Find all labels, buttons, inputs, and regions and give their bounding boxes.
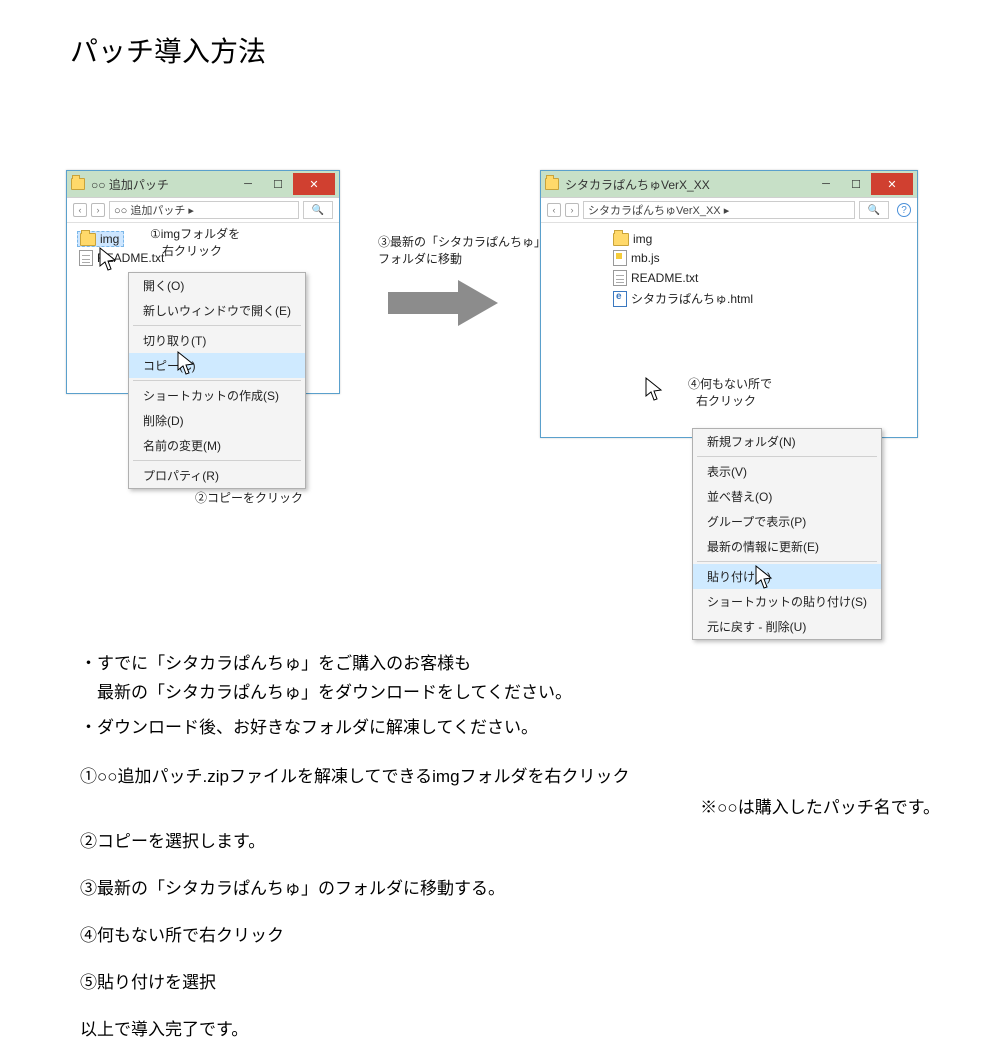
ctx-sort[interactable]: 並べ替え(O) [693, 484, 881, 509]
folder-icon [71, 178, 85, 190]
file-label: img [633, 232, 652, 246]
ctx-rename[interactable]: 名前の変更(M) [129, 433, 305, 458]
search-input[interactable]: 🔍 [859, 201, 889, 219]
instructions-block: ・すでに「シタカラぱんちゅ」をご購入のお客様も 最新の「シタカラぱんちゅ」をダウ… [80, 650, 940, 1051]
file-label: mb.js [631, 251, 660, 265]
annotation-4: ④何もない所で 右クリック [688, 376, 772, 410]
folder-icon [613, 233, 629, 246]
ctx-open[interactable]: 開く(O) [129, 273, 305, 298]
step-4: ④何もない所で右クリック [80, 922, 940, 951]
ctx-open-new[interactable]: 新しいウィンドウで開く(E) [129, 298, 305, 323]
navbar: ‹ › ○○ 追加パッチ ▸ 🔍 [67, 197, 339, 223]
txt-icon [79, 250, 93, 266]
ctx-cut[interactable]: 切り取り(T) [129, 328, 305, 353]
nav-fwd-icon[interactable]: › [565, 203, 579, 217]
close-button[interactable]: ✕ [293, 173, 335, 195]
bullet-1b: 最新の「シタカラぱんちゅ」をダウンロードをしてください。 [80, 679, 940, 708]
nav-fwd-icon[interactable]: › [91, 203, 105, 217]
search-input[interactable]: 🔍 [303, 201, 333, 219]
address-bar[interactable]: ○○ 追加パッチ ▸ [109, 201, 299, 219]
html-icon [613, 291, 627, 307]
ctx-group[interactable]: グループで表示(P) [693, 509, 881, 534]
annotation-2: ②コピーをクリック [195, 490, 303, 507]
maximize-button[interactable]: ☐ [263, 173, 293, 195]
window-title: シタカラぱんちゅVerX_XX [565, 176, 710, 193]
ctx-paste[interactable]: 貼り付け(P) [693, 564, 881, 589]
file-readme[interactable]: README.txt [611, 269, 907, 287]
ctx-view[interactable]: 表示(V) [693, 459, 881, 484]
minimize-button[interactable]: ─ [233, 173, 263, 195]
step-1: ①○○追加パッチ.zipファイルを解凍してできるimgフォルダを右クリック [80, 763, 940, 792]
file-img-folder[interactable]: img [611, 231, 907, 247]
file-html[interactable]: シタカラぱんちゅ.html [611, 289, 907, 308]
step-1-note: ※○○は購入したパッチ名です。 [80, 794, 940, 823]
separator [697, 561, 877, 562]
file-label: README.txt [631, 271, 698, 285]
ctx-new-folder[interactable]: 新規フォルダ(N) [693, 429, 881, 454]
minimize-button[interactable]: ─ [811, 173, 841, 195]
file-label: シタカラぱんちゅ.html [631, 290, 753, 307]
step-5: ⑤貼り付けを選択 [80, 969, 940, 998]
step-2: ②コピーを選択します。 [80, 828, 940, 857]
close-button[interactable]: ✕ [871, 173, 913, 195]
ctx-shortcut[interactable]: ショートカットの作成(S) [129, 383, 305, 408]
ctx-properties[interactable]: プロパティ(R) [129, 463, 305, 488]
separator [133, 380, 301, 381]
annotation-1: ①imgフォルダを 右クリック [150, 226, 240, 260]
folder-icon [545, 178, 559, 190]
step-3: ③最新の「シタカラぱんちゅ」のフォルダに移動する。 [80, 875, 940, 904]
arrow-icon [388, 280, 498, 326]
separator [133, 325, 301, 326]
done: 以上で導入完了です。 [80, 1016, 940, 1045]
ctx-paste-shortcut[interactable]: ショートカットの貼り付け(S) [693, 589, 881, 614]
window-title: ○○ 追加パッチ [91, 176, 169, 193]
context-menu-copy: 開く(O) 新しいウィンドウで開く(E) 切り取り(T) コピー(C) ショート… [128, 272, 306, 489]
annotation-3: ③最新の「シタカラぱんちゅ」 フォルダに移動 [378, 234, 546, 268]
file-mbjs[interactable]: mb.js [611, 249, 907, 267]
separator [133, 460, 301, 461]
ctx-refresh[interactable]: 最新の情報に更新(E) [693, 534, 881, 559]
nav-back-icon[interactable]: ‹ [73, 203, 87, 217]
bullet-1a: ・すでに「シタカラぱんちゅ」をご購入のお客様も [80, 650, 940, 679]
page-title: パッチ導入方法 [70, 30, 266, 70]
navbar: ‹ › シタカラぱんちゅVerX_XX ▸ 🔍 ? [541, 197, 917, 223]
file-img-folder[interactable]: img [77, 231, 124, 247]
txt-icon [613, 270, 627, 286]
titlebar: ○○ 追加パッチ ─ ☐ ✕ [67, 171, 339, 197]
ctx-undo-delete[interactable]: 元に戻す - 削除(U) [693, 614, 881, 639]
help-icon[interactable]: ? [897, 203, 911, 217]
separator [697, 456, 877, 457]
maximize-button[interactable]: ☐ [841, 173, 871, 195]
bullet-2: ・ダウンロード後、お好きなフォルダに解凍してください。 [80, 714, 940, 743]
titlebar: シタカラぱんちゅVerX_XX ─ ☐ ✕ [541, 171, 917, 197]
ctx-delete[interactable]: 削除(D) [129, 408, 305, 433]
context-menu-paste: 新規フォルダ(N) 表示(V) 並べ替え(O) グループで表示(P) 最新の情報… [692, 428, 882, 640]
ctx-copy[interactable]: コピー(C) [129, 353, 305, 378]
js-icon [613, 250, 627, 266]
nav-back-icon[interactable]: ‹ [547, 203, 561, 217]
address-bar[interactable]: シタカラぱんちゅVerX_XX ▸ [583, 201, 855, 219]
file-label: img [100, 232, 119, 246]
folder-icon [80, 233, 96, 246]
